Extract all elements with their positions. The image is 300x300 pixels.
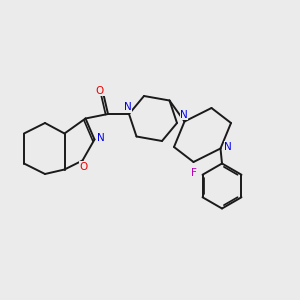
Text: O: O — [80, 161, 88, 172]
Text: N: N — [224, 142, 232, 152]
Text: N: N — [97, 133, 105, 143]
Text: F: F — [191, 168, 197, 178]
Text: N: N — [180, 110, 188, 120]
Text: N: N — [124, 102, 131, 112]
Text: O: O — [96, 86, 104, 96]
